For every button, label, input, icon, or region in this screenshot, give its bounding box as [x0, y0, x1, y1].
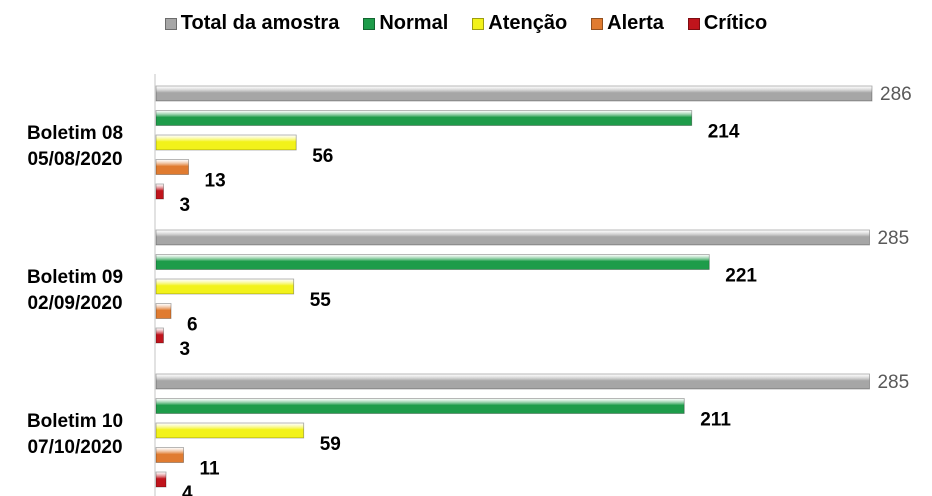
bar-1-series-3	[155, 134, 297, 151]
data-label-2-series-1: 285	[877, 228, 909, 249]
bar-2-series-3	[155, 278, 295, 295]
legend: Total da amostra Normal Atenção Alerta Críti…	[0, 12, 932, 35]
data-label-3-series-1: 285	[877, 372, 909, 393]
data-label-3-series-4: 11	[200, 459, 221, 480]
bar-1-series-2	[155, 110, 693, 126]
bar-2-series-2	[155, 254, 710, 270]
bar-1-series-4	[155, 159, 189, 175]
category-label-1-line-1: Boletim 08	[26, 123, 124, 144]
legend-swatch-3	[472, 17, 485, 30]
bar-2-series-1	[155, 229, 870, 246]
legend-item-2: Normal	[363, 12, 448, 35]
bar-3-series-3	[155, 422, 305, 439]
legend-swatch-5	[687, 17, 700, 30]
category-label-3: Boletim 10 07/10/2020	[0, 409, 150, 461]
bar-2-series-5	[155, 327, 164, 344]
legend-item-1: Total da amostra	[164, 12, 340, 35]
category-label-2: Boletim 09 02/09/2020	[0, 265, 150, 317]
legend-swatch-4	[591, 17, 604, 30]
legend-label-4: Alerta	[607, 12, 664, 34]
data-label-2-series-3: 55	[310, 290, 332, 311]
category-label-3-line-2: 07/10/2020	[27, 437, 123, 458]
category-label-2-line-2: 02/09/2020	[27, 293, 123, 314]
bar-3-series-2	[155, 398, 685, 414]
bar-2-series-4	[155, 303, 172, 319]
legend-item-5: Crítico	[687, 12, 768, 35]
legend-label-5: Crítico	[703, 12, 768, 34]
category-label-1-line-2: 05/08/2020	[27, 149, 123, 170]
data-label-3-series-3: 59	[320, 434, 341, 455]
data-label-1-series-2: 214	[708, 122, 740, 143]
data-label-3-series-2: 211	[700, 410, 731, 431]
bar-1-series-1	[155, 85, 873, 102]
data-label-3-series-5: 4	[182, 483, 193, 496]
data-label-2-series-5: 3	[180, 339, 191, 360]
data-label-2-series-4: 6	[187, 315, 198, 336]
legend-label-1: Total da amostra	[180, 12, 340, 34]
bar-3-series-5	[155, 471, 167, 488]
legend-item-3: Atenção	[472, 12, 567, 35]
data-label-1-series-1: 286	[880, 84, 912, 105]
data-label-1-series-4: 13	[205, 171, 226, 192]
legend-label-3: Atenção	[488, 12, 568, 34]
bar-3-series-1	[155, 373, 870, 390]
category-label-3-line-1: Boletim 10	[26, 411, 124, 432]
data-label-1-series-5: 3	[180, 195, 191, 216]
legend-swatch-1	[164, 17, 177, 30]
data-label-1-series-3: 56	[312, 146, 333, 167]
legend-item-4: Alerta	[591, 12, 664, 35]
bar-1-series-5	[155, 183, 164, 200]
category-label-2-line-1: Boletim 09	[26, 267, 124, 288]
bar-3-series-4	[155, 447, 184, 463]
data-label-2-series-2: 221	[725, 266, 757, 287]
category-label-1: Boletim 08 05/08/2020	[0, 121, 150, 173]
legend-label-2: Normal	[379, 12, 449, 34]
legend-swatch-2	[363, 17, 376, 30]
